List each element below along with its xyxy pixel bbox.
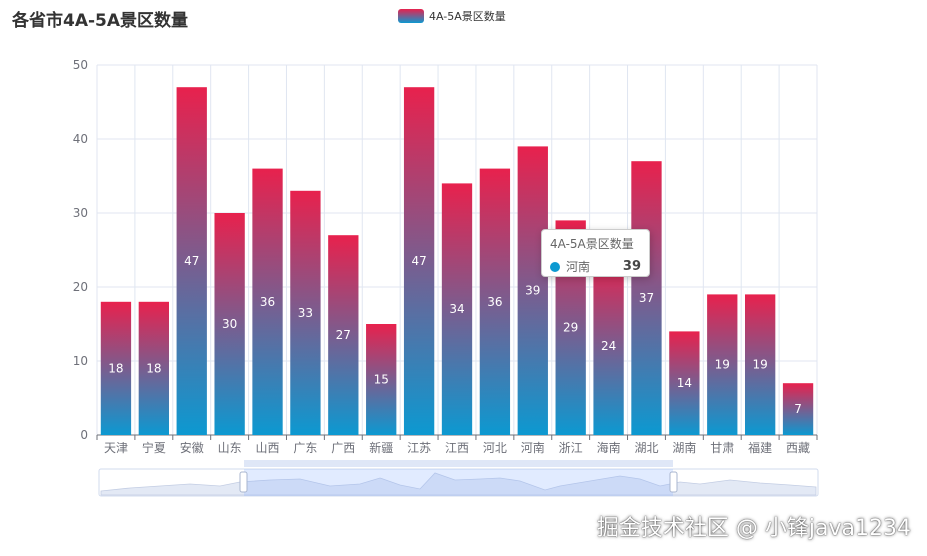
x-tick-label: 浙江 [559, 441, 583, 455]
bar[interactable] [517, 146, 548, 435]
bar[interactable] [745, 294, 776, 435]
bar[interactable] [366, 324, 397, 435]
bar-value-label: 36 [260, 295, 275, 309]
legend-swatch [398, 9, 424, 23]
y-tick-label: 30 [73, 206, 88, 220]
bar-value-label: 47 [411, 254, 426, 268]
bar-value-label: 18 [146, 361, 161, 375]
data-zoom-handle-right[interactable] [669, 471, 678, 493]
tooltip-marker [550, 261, 560, 272]
bar[interactable] [593, 257, 624, 435]
x-tick-label: 宁夏 [142, 440, 166, 455]
bar[interactable] [707, 294, 738, 435]
bar-value-label: 19 [753, 358, 768, 372]
x-tick-label: 福建 [748, 440, 772, 455]
x-tick-label: 天津 [104, 441, 128, 455]
y-tick-label: 20 [73, 280, 88, 294]
bar[interactable] [328, 235, 359, 435]
x-tick-label: 江苏 [407, 441, 431, 455]
x-tick-label: 甘肃 [710, 441, 734, 455]
tooltip: 4A-5A景区数量 河南 39 [541, 229, 650, 277]
x-tick-label: 湖北 [634, 440, 658, 455]
x-tick-label: 江西 [445, 441, 469, 455]
y-tick-label: 50 [73, 58, 88, 72]
chart-title: 各省市4A-5A景区数量 [12, 11, 189, 31]
x-tick-label: 新疆 [369, 440, 393, 455]
bar[interactable] [100, 301, 132, 435]
bar-value-label: 33 [298, 306, 313, 320]
tooltip-value: 39 [622, 259, 641, 274]
bar[interactable] [669, 331, 700, 435]
x-tick-label: 山西 [256, 441, 280, 455]
bar[interactable] [441, 183, 473, 435]
y-tick-label: 40 [73, 132, 88, 146]
bar-value-label: 29 [563, 321, 578, 335]
bar[interactable] [214, 213, 245, 435]
bar-value-label: 18 [108, 361, 123, 375]
watermark: 掘金技术社区 @ 小锋java1234 [596, 516, 911, 541]
data-zoom-preview [100, 472, 817, 496]
bar-value-label: 30 [222, 317, 237, 331]
bar-value-label: 14 [677, 376, 692, 390]
x-axis: 天津 宁夏 安徽 山东 山西 广东 广西 新疆 江苏 江西 河北 河南 浙江 海南 湖北 湖南 甘肃 福建 西藏 [96, 435, 818, 455]
bars: 18 18 47 30 36 33 27 15 47 34 36 39 29 24 37 14 19 19 7 [100, 87, 814, 435]
x-tick-label: 海南 [597, 440, 621, 455]
bar[interactable] [782, 383, 814, 435]
data-zoom-top-bar[interactable] [244, 460, 673, 467]
x-tick-label: 西藏 [786, 441, 810, 455]
x-tick-label: 河北 [483, 441, 507, 455]
bar-value-label: 47 [184, 254, 199, 268]
bar-value-label: 15 [374, 373, 389, 387]
y-tick-label: 10 [73, 354, 88, 368]
y-tick-label: 0 [80, 428, 88, 442]
x-tick-label: 河南 [521, 440, 545, 455]
tooltip-row: 河南 39 [550, 258, 641, 275]
data-zoom-selected-range[interactable] [244, 469, 673, 496]
bar-value-label: 36 [487, 295, 502, 309]
bar[interactable] [138, 301, 169, 435]
data-zoom-handle-left[interactable] [239, 471, 248, 493]
bar[interactable] [403, 87, 435, 435]
bar-value-label: 24 [601, 339, 616, 353]
bar[interactable] [631, 161, 662, 435]
bar[interactable] [290, 190, 321, 435]
tooltip-label: 河南 [566, 260, 591, 274]
x-tick-label: 广西 [331, 441, 355, 455]
y-axis: 0 10 20 30 40 50 [73, 58, 88, 442]
bar[interactable] [252, 168, 283, 435]
bar-value-label: 19 [715, 358, 730, 372]
bar-value-label: 34 [449, 302, 464, 316]
legend[interactable]: 4A-5A景区数量 [398, 8, 506, 24]
x-tick-label: 安徽 [180, 440, 204, 455]
bar[interactable] [479, 168, 511, 435]
data-zoom-slider[interactable] [98, 460, 819, 497]
bar-value-label: 7 [794, 402, 802, 416]
x-tick-label: 湖南 [672, 440, 696, 455]
tooltip-title: 4A-5A景区数量 [550, 237, 634, 251]
x-tick-label: 广东 [293, 441, 317, 455]
legend-label: 4A-5A景区数量 [429, 10, 506, 23]
bar[interactable] [176, 87, 207, 435]
x-tick-label: 山东 [218, 441, 242, 455]
bar-value-label: 39 [525, 284, 540, 298]
bar-value-label: 27 [336, 328, 351, 342]
bar-value-label: 37 [639, 291, 654, 305]
